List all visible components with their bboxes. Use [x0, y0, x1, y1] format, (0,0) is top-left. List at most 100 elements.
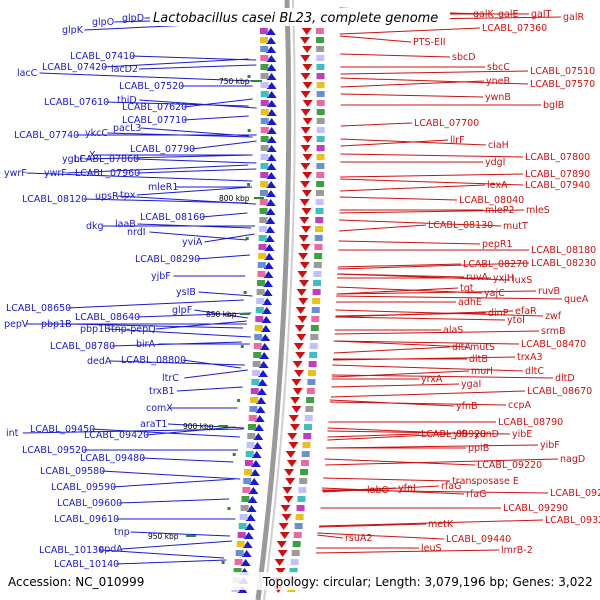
reverse-gene-tile-53	[297, 496, 306, 502]
reverse-gene-tile-42	[306, 397, 315, 403]
reverse-gene-tile-2	[315, 37, 324, 43]
right-gene-label-35: yajC	[484, 288, 505, 299]
right-gene-label-39: efaR	[515, 306, 537, 317]
left-leader-28	[137, 223, 252, 229]
left-gene-label-46: trxB1	[149, 386, 175, 397]
forward-gene-tile-57	[237, 532, 246, 538]
right-leader-25	[339, 219, 502, 227]
reverse-gene-arrow-60	[274, 559, 285, 566]
reverse-gene-arrow-17	[302, 172, 313, 179]
right-gene-label-1: galE	[498, 9, 519, 20]
footer-background	[4, 572, 596, 590]
left-gene-label-21: LCABL_07960	[75, 168, 140, 179]
right-gene-label-11: ywnB	[485, 92, 511, 103]
forward-gene-tile-19	[259, 190, 268, 196]
right-leader-20	[340, 178, 524, 186]
reverse-gene-arrow-54	[280, 505, 291, 512]
forward-gene-tile-11	[260, 118, 269, 124]
left-gene-label-29: nrdI	[127, 227, 146, 238]
forward-gene-arrow-59	[241, 550, 252, 557]
forward-gene-arrow-23	[265, 226, 276, 233]
right-gene-label-9: yneB	[486, 76, 510, 87]
left-leader-25	[136, 186, 252, 196]
left-gene-label-2: glpD	[122, 13, 144, 24]
right-leader-41	[335, 316, 506, 321]
right-gene-label-13: LCABL_07700	[414, 118, 479, 129]
right-gene-label-75: LCABL_09440	[446, 534, 511, 545]
forward-gene-tile-13	[260, 136, 269, 142]
forward-gene-tile-20	[259, 199, 268, 205]
forward-gene-tile-4	[260, 55, 269, 61]
forward-gene-arrow-58	[242, 541, 253, 548]
left-leader-29	[149, 231, 247, 241]
left-gene-label-16: ygbF	[62, 154, 85, 165]
right-gene-label-22: mleP2	[485, 205, 515, 216]
reverse-gene-tile-47	[302, 442, 311, 448]
reverse-gene-arrow-41	[292, 388, 303, 395]
right-gene-label-46: LCABL_08470	[521, 339, 586, 350]
left-gene-label-25: tpx	[120, 190, 136, 201]
reverse-gene-arrow-8	[300, 91, 311, 98]
left-gene-label-35: LCABL_08650	[6, 303, 71, 314]
reverse-gene-arrow-36	[293, 343, 304, 350]
left-leader-4	[39, 72, 253, 82]
forward-gene-tile-30	[256, 289, 265, 295]
forward-gene-arrow-22	[265, 217, 276, 224]
right-leader-33	[336, 290, 537, 295]
forward-gene-tile-58	[236, 541, 245, 547]
forward-gene-arrow-43	[255, 406, 266, 413]
left-leader-9	[139, 99, 257, 109]
marker-dot-48	[232, 453, 236, 456]
forward-gene-arrow-54	[246, 505, 257, 512]
reverse-gene-arrow-59	[277, 550, 288, 557]
left-leader-6	[138, 64, 257, 70]
right-leader-50	[332, 364, 524, 372]
left-gene-label-9: thiD	[117, 95, 137, 106]
marker-dot-54	[227, 507, 231, 510]
right-gene-label-15: ciaH	[488, 140, 509, 151]
right-gene-label-58: LCABL_08920	[421, 429, 486, 440]
right-gene-label-47: dltB	[469, 354, 488, 365]
forward-gene-tile-33	[255, 316, 264, 322]
forward-gene-arrow-49	[250, 460, 261, 467]
title-background	[150, 8, 450, 26]
left-leader-24	[117, 195, 256, 205]
forward-gene-tile-8	[260, 91, 269, 97]
right-leader-58	[327, 433, 420, 438]
forward-gene-arrow-2	[265, 37, 276, 44]
forward-gene-arrow-30	[262, 289, 273, 296]
reverse-gene-tile-33	[311, 316, 320, 322]
left-gene-label-33: ysIB	[176, 287, 196, 298]
left-gene-label-56: LCABL_09600	[57, 498, 122, 509]
right-leader-65	[324, 458, 476, 466]
left-gene-label-14: pacL3	[113, 123, 141, 134]
reverse-gene-arrow-19	[301, 190, 312, 197]
reverse-gene-tile-32	[311, 307, 320, 313]
left-leader-26	[201, 212, 248, 218]
reverse-gene-tile-28	[313, 271, 322, 277]
reverse-gene-arrow-3	[302, 46, 313, 53]
left-gene-label-45: ltrC	[162, 373, 179, 384]
forward-gene-tile-1	[259, 28, 268, 34]
forward-gene-tile-49	[244, 460, 253, 466]
right-gene-label-57: LCABL_08790	[498, 417, 563, 428]
forward-gene-arrow-42	[256, 397, 267, 404]
forward-gene-tile-56	[238, 523, 247, 529]
reverse-gene-tile-22	[315, 217, 324, 223]
forward-gene-tile-26	[258, 253, 267, 259]
right-gene-label-63: yibF	[540, 440, 560, 451]
forward-gene-arrow-36	[259, 343, 270, 350]
forward-gene-tile-44	[248, 415, 257, 421]
forward-gene-arrow-10	[266, 109, 277, 116]
right-gene-label-68: yfnI	[398, 483, 416, 494]
right-leader-15	[340, 138, 487, 146]
right-gene-label-36: queA	[564, 294, 589, 305]
reverse-gene-arrow-52	[282, 487, 293, 494]
reverse-gene-tile-20	[315, 199, 324, 205]
forward-gene-tile-37	[253, 352, 262, 358]
left-leader-33	[198, 291, 253, 297]
left-gene-label-61: LCABL_10140	[54, 559, 119, 570]
left-gene-label-40: tnp-pepQ	[111, 324, 156, 335]
left-gene-label-51: int	[6, 428, 19, 439]
